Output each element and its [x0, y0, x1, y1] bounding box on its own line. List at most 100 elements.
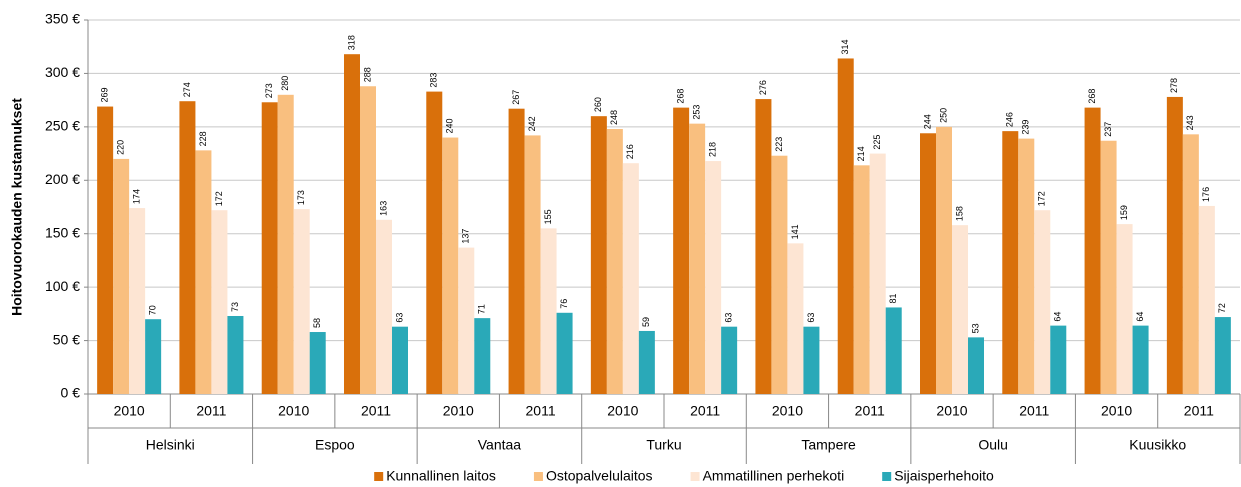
x-tick-label: 2010 — [114, 403, 145, 419]
x-tick-label: 2011 — [526, 403, 556, 419]
bar — [1100, 140, 1117, 394]
value-label: 174 — [132, 189, 142, 204]
x-tick-label: 2010 — [1101, 403, 1132, 419]
value-label: 250 — [938, 108, 948, 123]
bar — [1084, 107, 1101, 394]
legend-label: Sijaisperhehoito — [894, 468, 994, 484]
value-label: 243 — [1185, 115, 1195, 130]
x-tick-label: 2010 — [278, 403, 309, 419]
y-tick-label: 250 € — [45, 118, 80, 134]
bar — [508, 108, 525, 394]
bar — [309, 332, 326, 394]
bar — [1034, 210, 1051, 394]
y-tick-label: 200 € — [45, 171, 80, 187]
bar — [261, 102, 278, 394]
bar — [195, 150, 212, 394]
value-label: 273 — [264, 83, 274, 98]
bar — [1198, 205, 1215, 394]
value-label: 70 — [148, 305, 158, 315]
value-label: 173 — [296, 190, 306, 205]
bar — [920, 133, 936, 395]
x-tick-label: 2011 — [1019, 403, 1049, 419]
value-label: 280 — [280, 76, 290, 91]
bar — [293, 209, 310, 394]
value-label: 269 — [100, 88, 110, 103]
x-tick-label: 2010 — [772, 403, 803, 419]
value-label: 163 — [378, 201, 388, 216]
bar — [442, 137, 459, 395]
bar — [853, 165, 870, 394]
bar — [1002, 131, 1019, 395]
legend-label: Ostopalvelulaitos — [546, 468, 653, 484]
value-label: 58 — [312, 318, 322, 328]
legend-label: Ammatillinen perhekoti — [703, 468, 845, 484]
x-tick-label: 2011 — [1184, 403, 1214, 419]
x-tick-label: 2010 — [936, 403, 967, 419]
y-tick-label: 100 € — [45, 278, 80, 294]
bar — [1182, 134, 1199, 394]
value-label: 71 — [477, 304, 487, 314]
value-label: 246 — [1005, 112, 1015, 127]
legend-swatch — [690, 472, 700, 481]
bar — [1018, 138, 1035, 394]
value-label: 59 — [641, 317, 651, 327]
x-tick-label: 2010 — [443, 403, 474, 419]
group-label: Helsinki — [146, 437, 195, 453]
bar — [689, 123, 706, 394]
bar — [673, 107, 690, 394]
bar — [211, 210, 228, 394]
group-label: Kuusikko — [1129, 437, 1186, 453]
value-label: 288 — [362, 67, 372, 82]
bar — [803, 326, 820, 394]
y-tick-label: 50 € — [53, 331, 80, 347]
legend-swatch — [533, 472, 543, 481]
bar — [936, 126, 952, 394]
value-label: 172 — [1037, 191, 1047, 206]
value-label: 220 — [116, 140, 126, 155]
y-axis-label: Hoitovuorokauden kustannukset — [9, 98, 25, 316]
value-label: 72 — [1217, 303, 1227, 313]
value-label: 216 — [625, 144, 635, 159]
group-label: Turku — [646, 437, 681, 453]
value-label: 239 — [1021, 120, 1031, 135]
bar — [458, 247, 475, 394]
value-label: 242 — [527, 116, 537, 131]
bar — [474, 318, 491, 394]
x-tick-label: 2011 — [855, 403, 885, 419]
bar — [705, 161, 722, 394]
bar — [97, 106, 114, 394]
value-label: 268 — [676, 89, 686, 104]
value-label: 64 — [1053, 312, 1063, 322]
group-label: Vantaa — [478, 437, 522, 453]
value-label: 223 — [774, 137, 784, 152]
value-label: 159 — [1119, 205, 1129, 220]
y-tick-label: 150 € — [45, 224, 80, 240]
legend-swatch — [882, 472, 892, 481]
value-label: 314 — [840, 39, 850, 54]
bar — [1050, 325, 1067, 394]
value-label: 76 — [559, 299, 569, 309]
y-tick-label: 350 € — [45, 11, 80, 27]
bar — [376, 219, 392, 394]
bar — [968, 337, 984, 394]
bar — [721, 326, 738, 394]
bar — [277, 94, 294, 395]
legend-swatch — [374, 472, 384, 481]
value-label: 278 — [1169, 78, 1179, 93]
value-label: 214 — [856, 146, 866, 161]
bar — [426, 91, 443, 394]
bar — [755, 99, 772, 395]
value-label: 81 — [888, 293, 898, 303]
x-tick-label: 2011 — [690, 403, 720, 419]
bar — [129, 208, 146, 394]
bar — [524, 135, 541, 395]
x-tick-label: 2010 — [607, 403, 638, 419]
value-label: 283 — [429, 73, 439, 88]
bar — [227, 315, 244, 394]
bar — [179, 101, 196, 394]
value-label: 63 — [394, 313, 404, 323]
group-label: Tampere — [801, 437, 856, 453]
value-label: 141 — [790, 224, 800, 239]
bar — [392, 326, 408, 394]
